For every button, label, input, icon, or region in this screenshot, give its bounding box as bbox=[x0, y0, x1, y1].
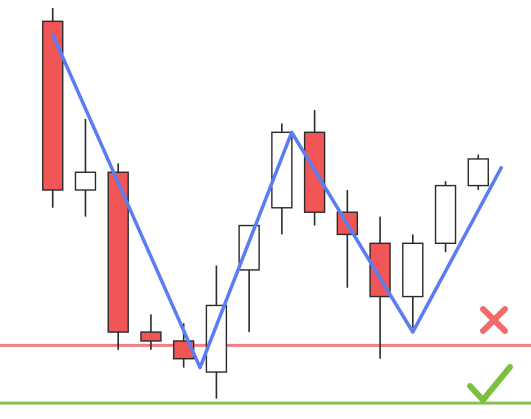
bearish-candle bbox=[140, 331, 162, 342]
bullish-candle bbox=[74, 171, 97, 191]
bearish-candle bbox=[107, 171, 129, 333]
bullish-candle bbox=[434, 184, 457, 244]
bullish-candle bbox=[271, 131, 293, 209]
x-icon-stroke bbox=[480, 306, 508, 334]
check-icon bbox=[467, 364, 513, 403]
bullish-candle bbox=[467, 158, 489, 187]
bullish-candle bbox=[205, 304, 228, 373]
bullish-candle bbox=[402, 242, 424, 298]
zigzag-line bbox=[50, 32, 503, 370]
bearish-candle bbox=[42, 20, 64, 191]
